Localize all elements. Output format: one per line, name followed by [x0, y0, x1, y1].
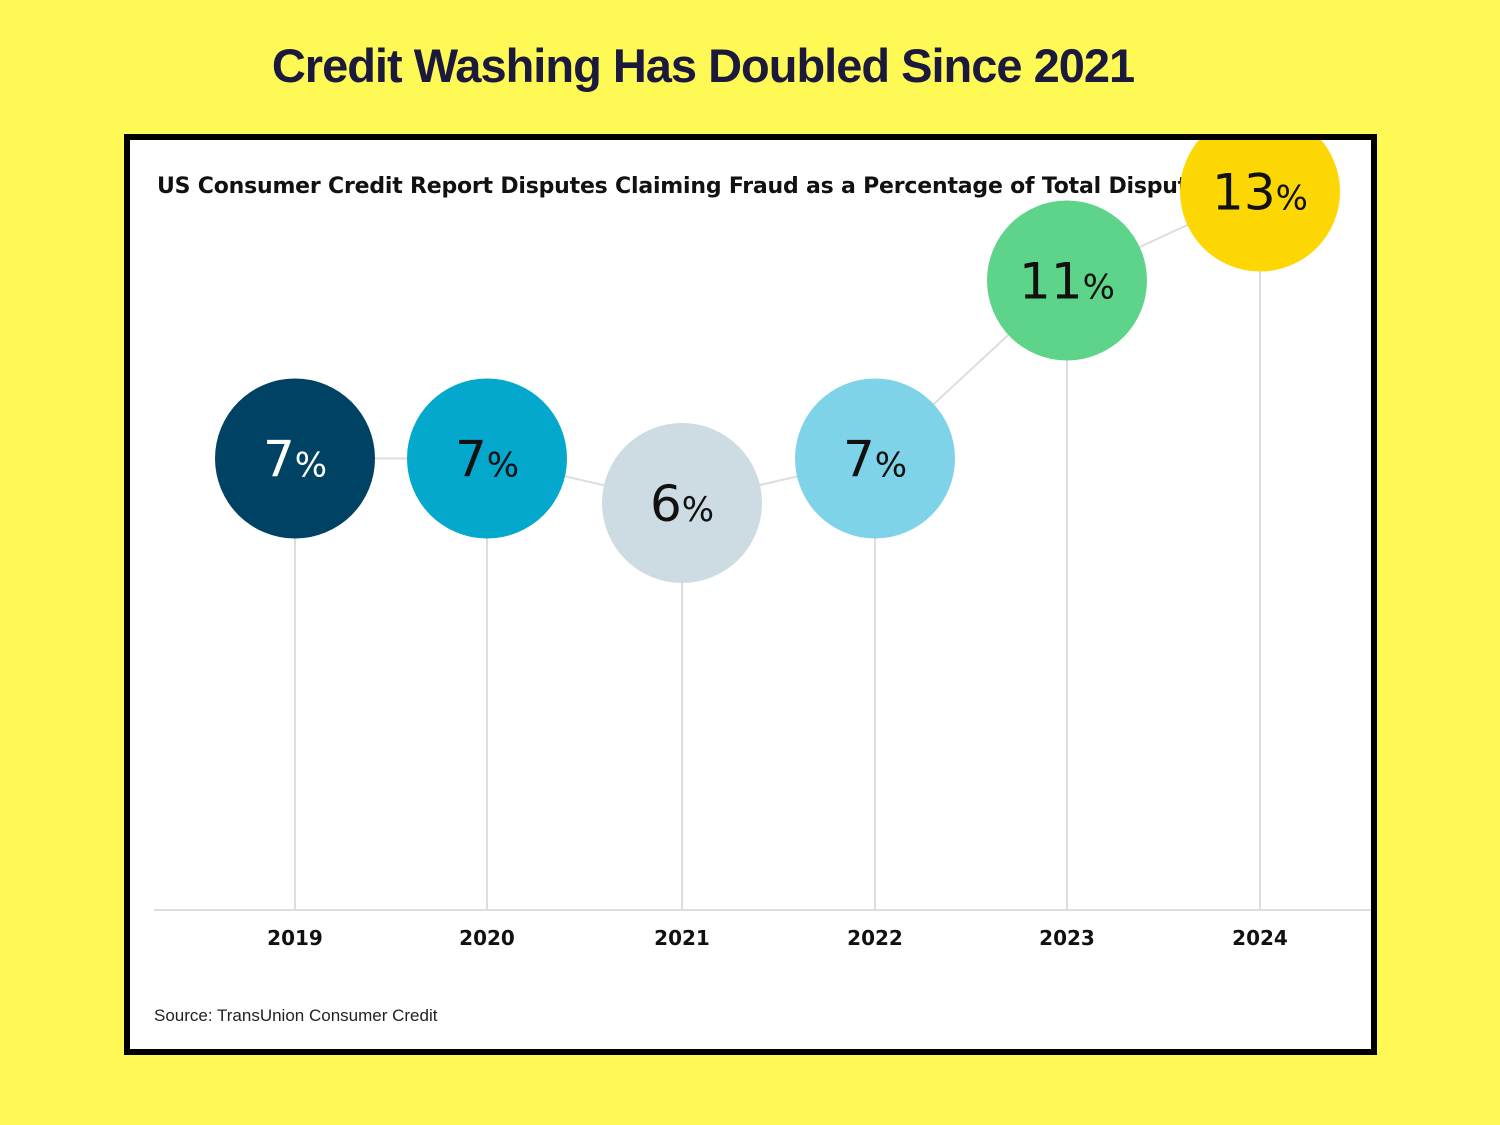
data-label-2019: 7%	[263, 431, 327, 489]
x-tick-label-2021: 2021	[654, 926, 710, 950]
data-label-2024: 13%	[1212, 164, 1308, 222]
chart-plot: 7% 7% 6% 7% 11% 13% 2019 2020 2021 2022 2023 2024	[154, 140, 1371, 950]
data-label-2020: 7%	[455, 431, 519, 489]
data-label-2021: 6%	[650, 475, 714, 533]
source-note: Source: TransUnion Consumer Credit	[154, 1006, 438, 1025]
chart-card: US Consumer Credit Report Disputes Claim…	[124, 134, 1377, 1055]
x-tick-label-2019: 2019	[267, 926, 323, 950]
data-point-2019	[215, 378, 375, 539]
chart-title: US Consumer Credit Report Disputes Claim…	[157, 174, 1216, 199]
data-point-2022	[795, 378, 955, 539]
data-point-2024	[1180, 140, 1340, 272]
data-label-2023: 11%	[1019, 253, 1115, 311]
x-tick-label-2020: 2020	[459, 926, 515, 950]
data-point-2023	[987, 200, 1147, 361]
data-point-2020	[407, 378, 567, 539]
data-point-2021	[602, 423, 762, 583]
x-tick-label-2024: 2024	[1232, 926, 1288, 950]
x-tick-label-2022: 2022	[847, 926, 903, 950]
data-label-2022: 7%	[843, 431, 907, 489]
x-tick-label-2023: 2023	[1039, 926, 1095, 950]
headline: Credit Washing Has Doubled Since 2021	[271, 39, 1135, 92]
